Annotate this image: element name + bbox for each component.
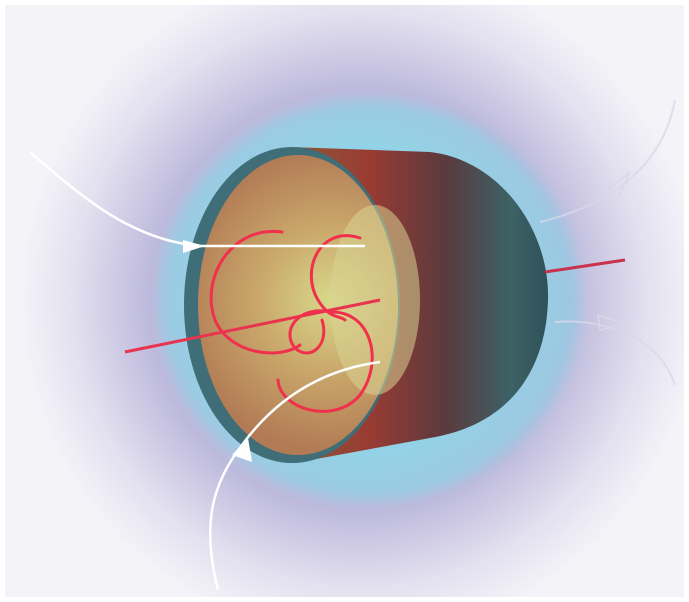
axis-line-exit bbox=[544, 258, 626, 274]
loop bbox=[276, 310, 374, 413]
loop bbox=[209, 229, 302, 355]
axis-line bbox=[124, 298, 381, 354]
arrow-head bbox=[232, 438, 252, 462]
trajectory bbox=[209, 229, 374, 413]
arrow-head bbox=[183, 240, 205, 253]
loop bbox=[288, 309, 332, 355]
arrow-head bbox=[603, 171, 631, 199]
faint-arrows bbox=[539, 99, 676, 386]
loop bbox=[309, 234, 362, 322]
arrow-out bbox=[539, 99, 676, 223]
arrow-out bbox=[554, 320, 676, 386]
arrow-head bbox=[597, 313, 628, 331]
